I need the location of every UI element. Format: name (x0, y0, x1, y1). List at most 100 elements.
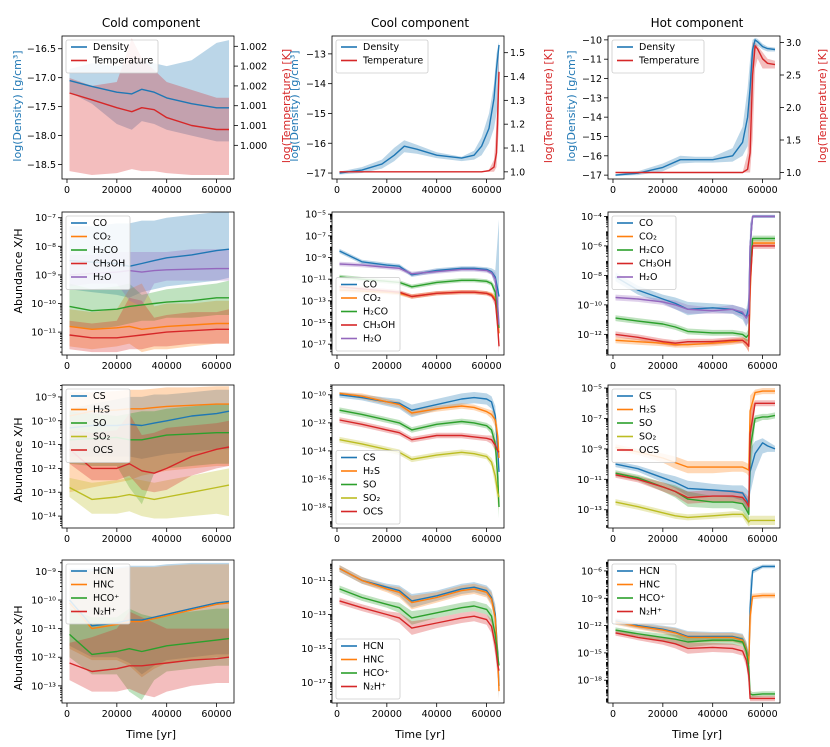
y-axis-label-density-cool: log(Density) [g/cm³] (288, 50, 301, 161)
y-tick-label: −11 (582, 55, 602, 66)
x-tick-label: 0 (64, 185, 70, 196)
x-tick-label: 40000 (422, 534, 452, 545)
x-tick-label: 60000 (747, 709, 777, 720)
x-tick-label: 0 (64, 361, 70, 372)
x-tick-label: 60000 (747, 534, 777, 545)
y-tick-label: 10⁻⁷ (35, 213, 56, 224)
chart-panel-cold-main: 0 20000 40000 60000 10⁻¹¹ 10⁻¹⁰ 10⁻⁹ 10⁻⁸ 10⁻⁷ CO… (31, 211, 235, 372)
y-axis-label-abundance-row2: Abundance X/H (12, 418, 25, 503)
legend-label: N₂H⁺ (363, 682, 386, 693)
x-tick-label: 60000 (471, 185, 501, 196)
y2-tick-label: 1.1 (510, 144, 525, 155)
series-line (615, 215, 775, 319)
chart-panel-cool-sulfur: 0 20000 40000 60000 10⁻¹⁸ 10⁻¹⁶ 10⁻¹⁴ 10⁻¹² 10⁻¹… (301, 384, 505, 545)
legend-label: OCS (363, 507, 383, 518)
x-tick-label: 20000 (372, 709, 402, 720)
x-tick-label: 0 (334, 361, 340, 372)
x-tick-label: 20000 (648, 185, 678, 196)
y-tick-label: 10⁻¹¹ (31, 328, 56, 339)
legend-label: CH₃OH (93, 259, 125, 270)
x-tick-label: 0 (610, 185, 616, 196)
y-tick-label: −13 (582, 93, 602, 104)
legend-box (611, 563, 677, 625)
legend-label: Temperature (362, 56, 423, 67)
y-tick-label: 10⁻¹² (31, 653, 56, 664)
chart-panel-cold-nitrogen: 0 20000 40000 60000 10⁻¹³ 10⁻¹² 10⁻¹¹ 10⁻¹⁰ 10⁻⁹… (31, 559, 235, 720)
y-tick-label: −16.5 (27, 44, 56, 55)
legend-label: Density (363, 42, 399, 53)
legend-label: Density (93, 42, 129, 53)
x-tick-label: 0 (334, 709, 340, 720)
legend: CO CO₂ H₂CO CH₃OH H₂O (611, 215, 677, 290)
series-line (615, 39, 776, 176)
legend-label: HCO⁺ (93, 593, 119, 604)
legend: HCN HNC HCO⁺ N₂H⁺ (65, 563, 131, 625)
y-axis-label-abundance-row1: Abundance X/H (12, 229, 25, 314)
legend-label: H₂CO (93, 245, 118, 256)
uncertainty-band (69, 608, 229, 701)
x-tick-label: 40000 (698, 185, 728, 196)
legend-box (335, 638, 401, 700)
series-line (615, 402, 775, 508)
y-tick-label: 10⁻⁸ (581, 271, 602, 282)
legend-label: H₂S (639, 405, 656, 416)
x-tick-label: 20000 (102, 534, 132, 545)
y2-tick-label: 1.000 (240, 141, 267, 152)
y-tick-label: 10⁻⁷ (581, 414, 602, 425)
series-line (615, 632, 775, 700)
legend: CO CO₂ H₂CO CH₃OH H₂O (335, 277, 401, 352)
x-tick-label: 40000 (152, 361, 182, 372)
y-tick-label: 10⁻¹¹ (301, 275, 326, 286)
uncertainty-band (339, 407, 499, 519)
legend-label: CO (93, 218, 107, 229)
uncertainty-band (615, 592, 775, 673)
x-tick-label: 40000 (422, 361, 452, 372)
y-tick-label: −17 (306, 169, 326, 180)
legend-label: Temperature (638, 56, 699, 67)
y-tick-label: 10⁻⁸ (35, 242, 56, 253)
y-axis-label-density-hot: log(Density) [g/cm³] (565, 50, 578, 161)
legend-box (65, 563, 131, 625)
series-line (615, 594, 775, 665)
x-axis-label-cold: Time [yr] (125, 728, 176, 741)
y-tick-label: 10⁻⁷ (305, 231, 326, 242)
series-line (615, 45, 776, 174)
y2-tick-label: 2.5 (786, 71, 801, 82)
legend-box (65, 39, 159, 74)
chart-panel-cool-phys: 0 20000 40000 60000 −17 −16 −15 −14 −13 1.0 1.1 1.2… (306, 35, 525, 196)
plot-area (615, 214, 775, 353)
legend-box (65, 388, 131, 463)
series-line (69, 92, 229, 131)
legend-label: HCN (93, 566, 114, 577)
legend-label: SO (639, 418, 653, 429)
y-tick-label: 10⁻¹⁸ (301, 502, 326, 513)
legend: Density Temperature (611, 39, 705, 74)
chart-panel-hot-phys: 0 20000 40000 60000 −17 −16 −15 −14 −13 −12 −11 −10… (582, 35, 801, 196)
axes-frame (607, 559, 781, 704)
uncertainty-band (615, 42, 775, 173)
uncertainty-band (339, 585, 499, 680)
plot-area (339, 219, 500, 353)
legend-label: HCO⁺ (363, 668, 389, 679)
x-tick-label: 0 (64, 534, 70, 545)
legend-label: CO (639, 218, 653, 229)
legend-label: H₂O (639, 272, 657, 283)
series-line (615, 442, 776, 505)
legend-label: H₂CO (639, 245, 664, 256)
y-tick-label: 10⁻¹² (577, 330, 602, 341)
plot-area (339, 565, 500, 700)
uncertainty-band (69, 468, 229, 519)
legend-label: OCS (639, 445, 659, 456)
series-line (339, 588, 500, 666)
uncertainty-band (339, 284, 499, 353)
column-title-hot: Hot component (651, 16, 744, 30)
series-line (69, 79, 229, 109)
x-tick-label: 60000 (201, 534, 231, 545)
legend-label: SO₂ (363, 493, 381, 504)
y-tick-label: 10⁻¹³ (31, 681, 56, 692)
series-line (69, 297, 229, 312)
x-tick-label: 60000 (747, 185, 777, 196)
y-tick-label: 10⁻⁶ (581, 241, 602, 252)
legend: Density Temperature (65, 39, 159, 74)
y-tick-label: −14 (582, 113, 602, 124)
